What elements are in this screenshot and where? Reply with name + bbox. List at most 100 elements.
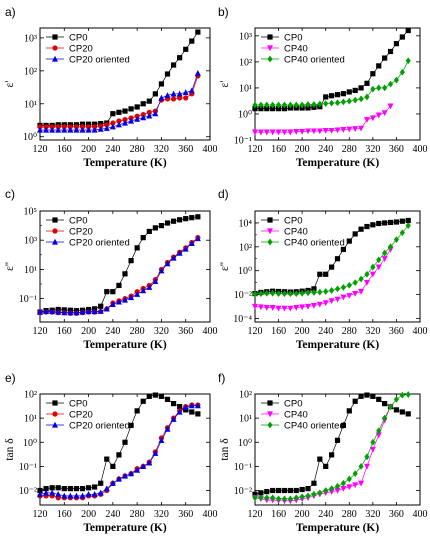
x-tick-label: 320 [154,509,169,520]
data-point [37,308,43,315]
data-point [146,228,152,235]
data-point [340,486,347,492]
data-point [340,422,346,428]
data-point [37,487,43,494]
data-point [328,127,335,134]
panel-tag: e) [5,371,16,385]
data-point [334,99,341,107]
data-point [334,437,341,443]
data-point [67,486,73,492]
x-tick-label: 200 [295,144,310,155]
data-point [364,453,370,461]
data-point [182,404,189,410]
data-point [275,101,282,109]
data-point [152,278,159,285]
legend-label: CP40 oriented [284,238,345,249]
panel-tag: a) [5,5,16,19]
x-tick-label: 160 [57,326,72,337]
data-point [104,122,110,128]
data-point [134,104,140,110]
x-tick-label: 360 [178,144,193,155]
x-tick-label: 160 [271,326,286,337]
data-point [364,270,370,278]
data-point [43,486,49,492]
plot-frame [39,393,211,506]
legend-marker [52,400,58,406]
data-point [109,480,116,486]
data-point [382,84,388,92]
y-axis-label: ε'' [219,262,231,271]
data-point [352,482,359,489]
data-point [399,229,405,237]
data-point [275,487,282,494]
data-point [188,402,195,409]
data-point [55,491,62,497]
legend-label: CP20 oriented [69,421,130,432]
data-point [270,101,276,109]
data-point [275,290,282,298]
data-point [258,494,264,502]
data-point [311,490,317,498]
data-point [158,267,165,274]
chart-panel: a) 120 160 200 240 280 320 360 400 10⁰ 10¹ 10² 10³ Te… [4,5,218,169]
data-point [387,103,394,110]
data-point [98,303,104,309]
data-point [258,490,264,496]
data-point [140,114,147,121]
data-point [376,220,382,227]
data-point [387,403,394,411]
data-point [183,95,189,101]
data-point [269,305,276,311]
data-point [293,101,299,109]
data-point [352,231,358,237]
data-point [334,285,341,293]
x-axis-label: Temperature (K) [83,339,167,351]
data-point [323,94,329,100]
data-point [189,409,195,415]
data-point [311,289,317,296]
data-point [122,117,128,123]
data-point [358,95,364,103]
data-point [317,288,323,296]
data-point [364,80,370,86]
plot-frame [254,27,421,141]
y-tick-label: 10⁰ [23,438,37,449]
x-tick-label: 120 [33,509,48,520]
data-point [164,71,171,77]
data-point [287,101,293,109]
legend-marker [267,400,273,406]
data-point [258,106,264,112]
data-point [79,492,86,499]
x-tick-label: 200 [81,144,96,155]
data-point [103,305,110,312]
plot-frame [254,210,421,323]
x-tick-label: 280 [342,144,357,155]
data-point [352,279,358,287]
data-point [263,305,270,311]
data-point [122,119,128,126]
legend-label: CP40 oriented [284,421,345,432]
data-point [405,391,411,398]
data-point [264,106,270,112]
data-point [310,128,317,135]
x-tick-label: 320 [154,144,169,155]
data-point [293,129,300,135]
data-point [134,245,140,251]
x-tick-label: 280 [130,326,145,337]
data-point [352,291,359,297]
x-tick-label: 240 [318,509,333,520]
x-tick-label: 280 [130,509,145,520]
data-point [346,97,352,105]
data-point [275,495,282,503]
data-point [128,422,134,428]
data-point [91,491,98,497]
data-point [146,98,152,104]
y-tick-label: 10⁰ [23,132,37,143]
data-point [37,491,43,497]
data-point [281,129,288,136]
data-point [322,300,329,307]
data-point [170,401,177,407]
data-point [387,48,394,55]
data-point [194,235,201,242]
